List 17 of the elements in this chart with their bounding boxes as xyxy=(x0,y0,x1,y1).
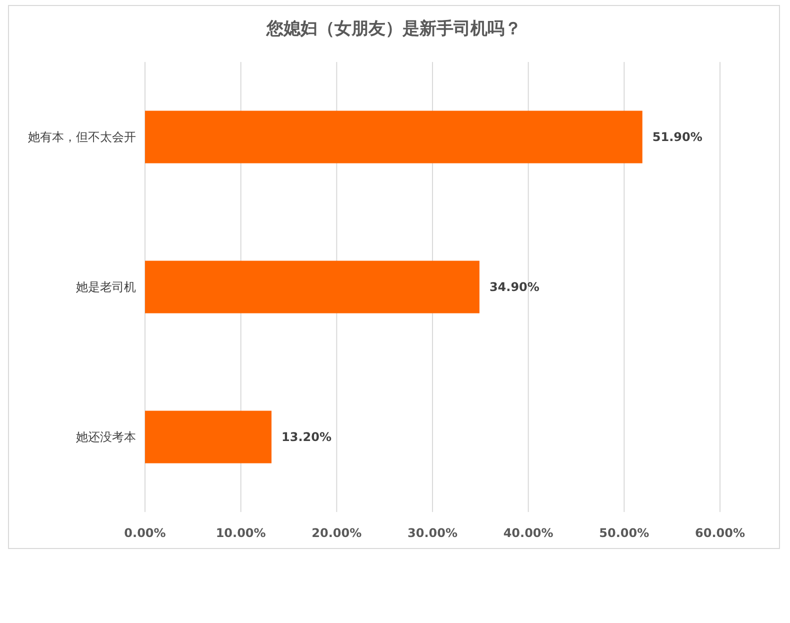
y-tick-label: 她是老司机 xyxy=(76,280,136,294)
x-tick-label: 20.00% xyxy=(312,526,362,540)
x-tick-label: 0.00% xyxy=(124,526,166,540)
y-tick-label: 她还没考本 xyxy=(76,430,136,444)
x-tick-label: 60.00% xyxy=(695,526,745,540)
x-tick-label: 10.00% xyxy=(216,526,266,540)
data-label: 13.20% xyxy=(282,430,332,444)
x-tick-label: 50.00% xyxy=(599,526,650,540)
chart-title: 您媳妇（女朋友）是新手司机吗？ xyxy=(266,19,522,39)
bar xyxy=(145,110,642,164)
x-tick-label: 30.00% xyxy=(408,526,458,540)
data-label: 51.90% xyxy=(652,130,702,144)
bar xyxy=(145,410,272,464)
y-tick-label: 她有本，但不太会开 xyxy=(28,130,136,144)
x-tick-label: 40.00% xyxy=(503,526,554,540)
data-label: 34.90% xyxy=(489,280,540,294)
bar xyxy=(145,260,480,314)
